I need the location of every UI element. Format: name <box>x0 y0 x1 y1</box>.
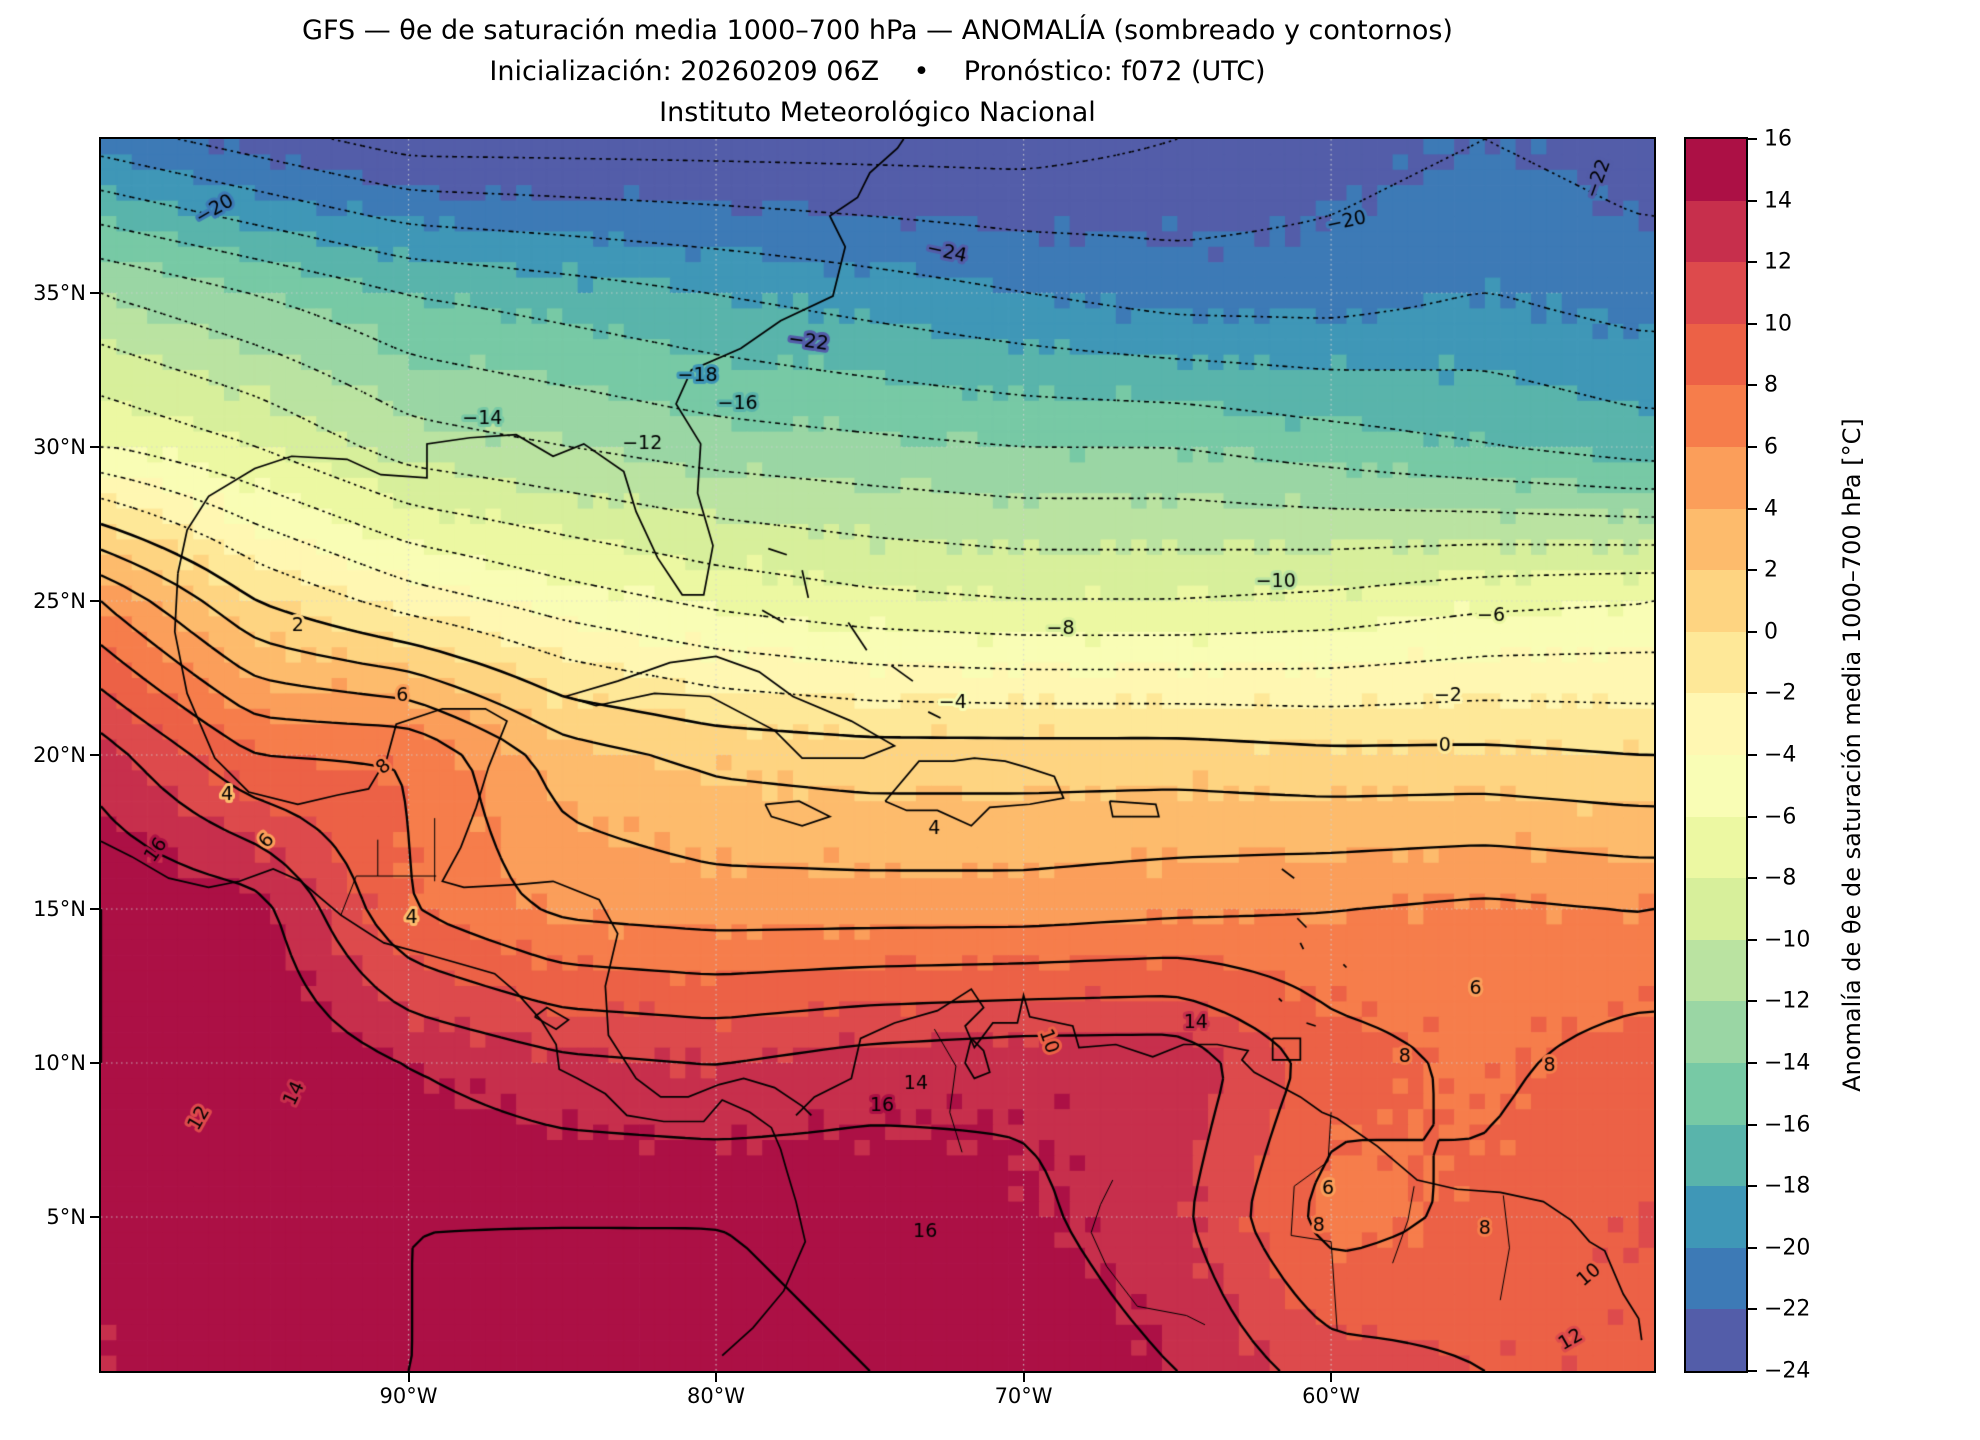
x-tick-label: 90°W <box>379 1384 438 1408</box>
y-tick-mark <box>90 1216 99 1218</box>
colorbar-tick-mark <box>1748 199 1757 202</box>
y-tick-label: 5°N <box>46 1205 86 1229</box>
map-frame <box>99 137 1656 1373</box>
colorbar-tick-mark <box>1748 1123 1757 1126</box>
colorbar-tick-label: 14 <box>1764 188 1792 214</box>
colorbar-segment <box>1686 1124 1746 1187</box>
colorbar <box>1686 139 1746 1371</box>
colorbar-segment <box>1686 262 1746 324</box>
colorbar-label: Anomalía de θe de saturación media 1000–… <box>1838 418 1866 1092</box>
colorbar-segment <box>1686 200 1746 263</box>
colorbar-tick-mark <box>1748 754 1757 756</box>
colorbar-tick-mark <box>1748 1000 1757 1003</box>
colorbar-segment <box>1686 939 1746 1002</box>
colorbar-tick-label: −24 <box>1764 1358 1811 1384</box>
colorbar-segment <box>1686 570 1746 632</box>
colorbar-segment <box>1686 508 1746 571</box>
y-tick-label: 25°N <box>33 589 86 613</box>
x-tick-label: 70°W <box>994 1384 1053 1408</box>
y-tick-mark <box>90 754 99 756</box>
colorbar-segment <box>1686 323 1746 386</box>
x-tick-mark <box>407 1373 410 1382</box>
colorbar-tick-label: 12 <box>1764 249 1792 275</box>
colorbar-tick-label: −6 <box>1764 804 1797 830</box>
colorbar-tick-mark <box>1748 1308 1757 1311</box>
colorbar-tick-label: 10 <box>1764 311 1792 337</box>
map-canvas <box>101 139 1654 1371</box>
colorbar-segment <box>1686 1062 1746 1125</box>
y-tick-label: 15°N <box>33 897 86 921</box>
y-tick-label: 20°N <box>33 743 86 767</box>
colorbar-tick-label: −16 <box>1764 1112 1811 1138</box>
colorbar-segment <box>1686 446 1746 509</box>
colorbar-segment <box>1686 1309 1746 1371</box>
colorbar-segment <box>1686 1247 1746 1310</box>
colorbar-tick-mark <box>1748 261 1757 264</box>
colorbar-segment <box>1686 878 1746 940</box>
colorbar-tick-mark <box>1748 1246 1757 1249</box>
title-line-3: Instituto Meteorológico Nacional <box>659 97 1096 128</box>
colorbar-segment <box>1686 1186 1746 1248</box>
colorbar-tick-mark <box>1748 877 1757 880</box>
colorbar-tick-mark <box>1748 815 1757 818</box>
colorbar-segment <box>1686 754 1746 817</box>
colorbar-tick-label: −4 <box>1764 742 1797 768</box>
colorbar-tick-mark <box>1748 630 1757 633</box>
x-tick-mark <box>1022 1373 1025 1382</box>
y-tick-label: 10°N <box>33 1051 86 1075</box>
colorbar-tick-label: −18 <box>1764 1173 1811 1199</box>
title-line-1: GFS — θe de saturación media 1000–700 hP… <box>302 15 1453 46</box>
colorbar-tick-label: −22 <box>1764 1296 1811 1322</box>
colorbar-segment <box>1686 139 1746 201</box>
colorbar-tick-mark <box>1748 569 1757 572</box>
colorbar-tick-mark <box>1748 1062 1757 1064</box>
y-tick-mark <box>90 446 99 448</box>
colorbar-tick-label: 0 <box>1764 619 1778 645</box>
colorbar-segment <box>1686 385 1746 447</box>
y-tick-mark <box>90 1062 99 1064</box>
colorbar-tick-label: −12 <box>1764 988 1811 1014</box>
title-block: GFS — θe de saturación media 1000–700 hP… <box>101 10 1654 133</box>
colorbar-tick-mark <box>1748 507 1757 510</box>
colorbar-segment <box>1686 693 1746 755</box>
colorbar-tick-mark <box>1748 322 1757 325</box>
colorbar-segment <box>1686 1001 1746 1063</box>
colorbar-tick-mark <box>1748 1185 1757 1188</box>
title-line-2: Inicialización: 20260209 06Z • Pronóstic… <box>489 56 1266 87</box>
y-tick-label: 35°N <box>33 281 86 305</box>
colorbar-tick-mark <box>1748 1370 1757 1372</box>
colorbar-frame <box>1684 137 1748 1373</box>
colorbar-tick-mark <box>1748 384 1757 387</box>
x-tick-mark <box>1330 1373 1333 1382</box>
y-tick-mark <box>90 908 99 910</box>
y-tick-label: 30°N <box>33 435 86 459</box>
x-tick-label: 60°W <box>1302 1384 1361 1408</box>
colorbar-segment <box>1686 816 1746 879</box>
colorbar-tick-label: 2 <box>1764 557 1778 583</box>
colorbar-tick-label: −2 <box>1764 680 1797 706</box>
colorbar-segment <box>1686 631 1746 694</box>
colorbar-tick-mark <box>1748 938 1757 941</box>
colorbar-tick-label: −10 <box>1764 927 1811 953</box>
x-tick-label: 80°W <box>687 1384 746 1408</box>
colorbar-tick-label: −14 <box>1764 1050 1811 1076</box>
colorbar-tick-mark <box>1748 138 1757 140</box>
y-tick-mark <box>90 292 99 294</box>
colorbar-tick-label: 8 <box>1764 372 1778 398</box>
colorbar-tick-label: −20 <box>1764 1235 1811 1261</box>
y-tick-mark <box>90 600 99 602</box>
colorbar-tick-label: 4 <box>1764 496 1778 522</box>
colorbar-tick-label: 6 <box>1764 434 1778 460</box>
colorbar-tick-label: −8 <box>1764 865 1797 891</box>
colorbar-tick-label: 16 <box>1764 126 1792 152</box>
colorbar-tick-mark <box>1748 692 1757 695</box>
x-tick-mark <box>715 1373 718 1382</box>
colorbar-tick-mark <box>1748 446 1757 448</box>
